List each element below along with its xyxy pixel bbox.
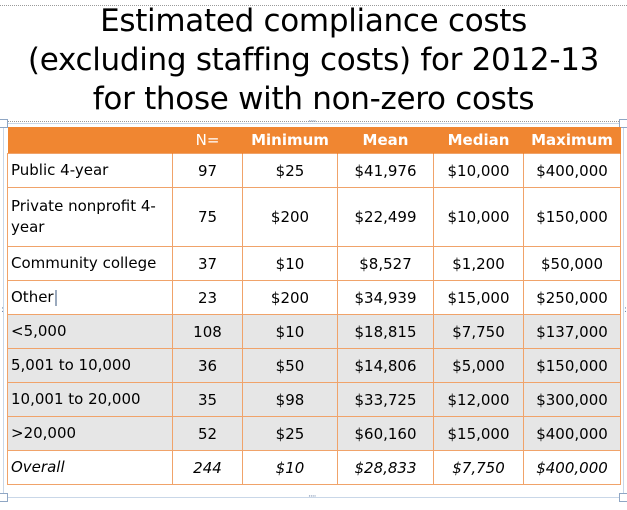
row-mean: $18,815 bbox=[337, 314, 434, 349]
title-line-1: Estimated compliance costs bbox=[100, 3, 527, 39]
row-mean: $28,833 bbox=[337, 450, 434, 485]
row-minimum: $25 bbox=[242, 153, 338, 188]
resize-handle-top-right[interactable] bbox=[619, 119, 627, 128]
header-label bbox=[7, 127, 173, 154]
row-label: 5,001 to 10,000 bbox=[7, 348, 173, 383]
row-maximum: $50,000 bbox=[523, 246, 621, 281]
title-placeholder-border-bottom bbox=[0, 121, 627, 122]
row-maximum: $300,000 bbox=[523, 382, 621, 417]
row-n: 23 bbox=[172, 280, 243, 315]
row-median: $7,750 bbox=[433, 314, 524, 349]
table-row: 10,001 to 20,000 35 $98 $33,725 $12,000 … bbox=[7, 382, 621, 417]
resize-handle-bottom[interactable]: ···· bbox=[308, 492, 317, 502]
row-maximum: $137,000 bbox=[523, 314, 621, 349]
row-n: 244 bbox=[172, 450, 243, 485]
header-n: N= bbox=[172, 127, 243, 154]
resize-handle-right[interactable]: : bbox=[623, 305, 627, 315]
resize-handle-bottom-left[interactable] bbox=[0, 493, 8, 502]
row-median: $15,000 bbox=[433, 280, 524, 315]
row-label: Public 4-year bbox=[7, 153, 173, 188]
row-n: 75 bbox=[172, 187, 243, 247]
row-maximum: $250,000 bbox=[523, 280, 621, 315]
slide-title: Estimated compliance costs (excluding st… bbox=[0, 2, 627, 119]
row-minimum: $10 bbox=[242, 450, 338, 485]
row-maximum: $400,000 bbox=[523, 450, 621, 485]
row-label: <5,000 bbox=[7, 314, 173, 349]
row-mean: $22,499 bbox=[337, 187, 434, 247]
row-mean: $14,806 bbox=[337, 348, 434, 383]
row-maximum: $150,000 bbox=[523, 187, 621, 247]
table-row: 5,001 to 10,000 36 $50 $14,806 $5,000 $1… bbox=[7, 348, 621, 383]
table-row: >20,000 52 $25 $60,160 $15,000 $400,000 bbox=[7, 416, 621, 451]
table-header-row: N= Minimum Mean Median Maximum bbox=[7, 127, 621, 154]
table-row: Community college 37 $10 $8,527 $1,200 $… bbox=[7, 246, 621, 281]
text-cursor bbox=[54, 289, 57, 306]
row-minimum: $200 bbox=[242, 187, 338, 247]
row-n: 37 bbox=[172, 246, 243, 281]
row-median: $1,200 bbox=[433, 246, 524, 281]
row-maximum: $400,000 bbox=[523, 416, 621, 451]
row-median: $15,000 bbox=[433, 416, 524, 451]
row-mean: $34,939 bbox=[337, 280, 434, 315]
table-selection-frame[interactable]: ···· ···· : : N= Minimum Mean Median Max… bbox=[0, 118, 627, 502]
row-median: $10,000 bbox=[433, 187, 524, 247]
resize-handle-top-left[interactable] bbox=[0, 119, 8, 128]
row-mean: $8,527 bbox=[337, 246, 434, 281]
row-minimum: $10 bbox=[242, 246, 338, 281]
row-minimum: $200 bbox=[242, 280, 338, 315]
title-line-3: for those with non-zero costs bbox=[92, 81, 535, 117]
row-label: >20,000 bbox=[7, 416, 173, 451]
resize-handle-top[interactable]: ···· bbox=[308, 117, 317, 127]
row-minimum: $50 bbox=[242, 348, 338, 383]
row-mean: $60,160 bbox=[337, 416, 434, 451]
row-n: 52 bbox=[172, 416, 243, 451]
table-row-overall: Overall 244 $10 $28,833 $7,750 $400,000 bbox=[7, 450, 621, 485]
row-n: 35 bbox=[172, 382, 243, 417]
row-label[interactable]: Other bbox=[7, 280, 173, 315]
table-row: Other 23 $200 $34,939 $15,000 $250,000 bbox=[7, 280, 621, 315]
title-line-2: (excluding staffing costs) for 2012-13 bbox=[27, 42, 600, 78]
row-median: $12,000 bbox=[433, 382, 524, 417]
row-median: $5,000 bbox=[433, 348, 524, 383]
table-row: <5,000 108 $10 $18,815 $7,750 $137,000 bbox=[7, 314, 621, 349]
table-row: Public 4-year 97 $25 $41,976 $10,000 $40… bbox=[7, 153, 621, 188]
header-maximum: Maximum bbox=[523, 127, 621, 154]
table-row: Private nonprofit 4-year 75 $200 $22,499… bbox=[7, 187, 621, 247]
row-label: Private nonprofit 4-year bbox=[7, 187, 173, 247]
header-mean: Mean bbox=[337, 127, 434, 154]
row-n: 108 bbox=[172, 314, 243, 349]
row-label: Community college bbox=[7, 246, 173, 281]
row-mean: $41,976 bbox=[337, 153, 434, 188]
resize-handle-bottom-right[interactable] bbox=[619, 493, 627, 502]
row-n: 36 bbox=[172, 348, 243, 383]
row-minimum: $98 bbox=[242, 382, 338, 417]
compliance-costs-table: N= Minimum Mean Median Maximum Public 4-… bbox=[7, 127, 621, 485]
title-placeholder-border-top bbox=[0, 5, 627, 6]
row-minimum: $25 bbox=[242, 416, 338, 451]
header-minimum: Minimum bbox=[242, 127, 338, 154]
row-n: 97 bbox=[172, 153, 243, 188]
resize-handle-left[interactable]: : bbox=[1, 305, 4, 315]
row-label: 10,001 to 20,000 bbox=[7, 382, 173, 417]
row-mean: $33,725 bbox=[337, 382, 434, 417]
row-minimum: $10 bbox=[242, 314, 338, 349]
row-median: $10,000 bbox=[433, 153, 524, 188]
row-maximum: $150,000 bbox=[523, 348, 621, 383]
row-label: Overall bbox=[7, 450, 173, 485]
row-maximum: $400,000 bbox=[523, 153, 621, 188]
row-label-text: Other bbox=[11, 288, 54, 306]
header-median: Median bbox=[433, 127, 524, 154]
row-median: $7,750 bbox=[433, 450, 524, 485]
